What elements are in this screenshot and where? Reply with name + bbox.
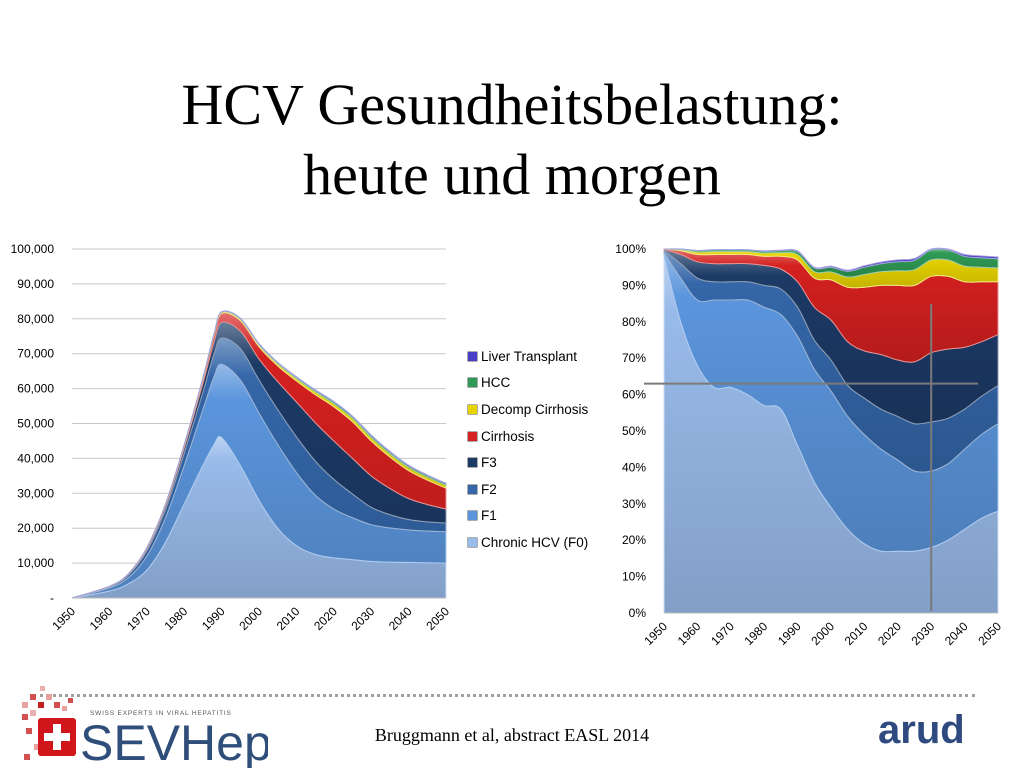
chart-legend: Liver Transplant HCC Decomp Cirrhosis Cirrh… xyxy=(468,343,608,556)
legend-label: Chronic HCV (F0) xyxy=(481,534,589,550)
legend-label: Cirrhosis xyxy=(481,428,535,444)
legend-label: Decomp Cirrhosis xyxy=(481,401,589,417)
absolute-stacked-area-chart: - 10,000 20,000 30,000 40,000 50,000 60,000 70,… xyxy=(11,242,453,633)
legend-swatch xyxy=(468,484,477,494)
left-y-tick-label: 100,000 xyxy=(11,242,55,256)
right-y-tick-label: 60% xyxy=(622,388,646,402)
left-x-tick-label: 1950 xyxy=(49,604,78,633)
right-y-tick-label: 70% xyxy=(622,351,646,365)
left-x-tick-label: 1970 xyxy=(124,604,153,633)
legend-swatch xyxy=(468,431,477,441)
arud-logo: arud xyxy=(878,708,965,752)
right-y-tick-label: 40% xyxy=(622,460,646,474)
right-y-tick-label: 50% xyxy=(622,424,646,438)
swiss-cross-icon xyxy=(38,718,76,756)
legend-item-hcc: HCC xyxy=(468,370,608,397)
left-area-liver-transplant xyxy=(71,310,447,599)
left-x-tick-label: 2030 xyxy=(349,604,378,633)
legend-swatch xyxy=(468,351,477,361)
footer-divider xyxy=(40,694,975,697)
left-x-tick-label: 1990 xyxy=(199,604,228,633)
right-x-tick-label: 1960 xyxy=(675,619,704,648)
right-x-tick-label: 2020 xyxy=(875,619,904,648)
left-y-tick-label: 40,000 xyxy=(17,451,54,465)
left-y-tick-label: 70,000 xyxy=(17,347,54,361)
right-x-tick-label: 2040 xyxy=(942,619,971,648)
legend-swatch xyxy=(468,537,477,547)
right-x-tick-label: 1980 xyxy=(742,619,771,648)
right-x-tick-label: 1950 xyxy=(641,619,670,648)
right-y-tick-label: 20% xyxy=(622,533,646,547)
percent-stacked-area-chart: 0% 10% 20% 30% 40% 50% 60% 70% 80% 90% 100% 1950 196… xyxy=(615,242,1004,648)
left-x-tick-label: 2020 xyxy=(311,604,340,633)
right-x-tick-label: 1970 xyxy=(708,619,737,648)
legend-label: HCC xyxy=(481,375,511,391)
sevhep-wordmark: SEVHep xyxy=(80,715,268,768)
left-y-tick-label: - xyxy=(50,591,54,605)
legend-item-liver-transplant: Liver Transplant xyxy=(468,343,608,370)
right-y-tick-label: 10% xyxy=(622,570,646,584)
left-y-tick-label: 60,000 xyxy=(17,382,54,396)
left-y-tick-label: 20,000 xyxy=(17,521,54,535)
legend-swatch xyxy=(468,458,477,468)
right-x-tick-label: 2010 xyxy=(842,619,871,648)
left-y-tick-label: 80,000 xyxy=(17,312,54,326)
left-x-tick-label: 2050 xyxy=(423,604,452,633)
legend-label: F3 xyxy=(481,455,497,471)
sevhep-tagline: SWISS EXPERTS IN VIRAL HEPATITIS xyxy=(90,710,232,717)
left-y-tick-label: 10,000 xyxy=(17,556,54,570)
left-x-tick-label: 2010 xyxy=(274,604,303,633)
slide-title: HCV Gesundheitsbelastung: heute und morg… xyxy=(0,70,1024,210)
left-y-tick-label: 50,000 xyxy=(17,417,54,431)
left-x-tick-label: 1980 xyxy=(162,604,191,633)
legend-item-f1: F1 xyxy=(468,503,608,530)
right-y-tick-label: 0% xyxy=(629,606,647,620)
right-y-tick-label: 30% xyxy=(622,497,646,511)
legend-item-f2: F2 xyxy=(468,476,608,503)
left-y-tick-label: 90,000 xyxy=(17,277,54,291)
slide-title-line-1: HCV Gesundheitsbelastung: xyxy=(181,72,843,137)
right-x-tick-label: 2000 xyxy=(808,619,837,648)
legend-label: F2 xyxy=(481,481,497,497)
right-y-tick-label: 80% xyxy=(622,315,646,329)
legend-label: F1 xyxy=(481,508,497,524)
left-y-tick-label: 30,000 xyxy=(17,486,54,500)
legend-swatch xyxy=(468,378,477,388)
left-x-tick-label: 1960 xyxy=(87,604,116,633)
left-x-tick-label: 2000 xyxy=(236,604,265,633)
right-x-tick-label: 2050 xyxy=(975,619,1004,648)
legend-item-chronic-hcv-f0: Chronic HCV (F0) xyxy=(468,529,608,556)
left-x-tick-label: 2040 xyxy=(386,604,415,633)
slide-title-line-2: heute und morgen xyxy=(303,142,721,207)
legend-item-f3: F3 xyxy=(468,449,608,476)
citation: Bruggmann et al, abstract EASL 2014 xyxy=(374,725,650,745)
legend-item-cirrhosis: Cirrhosis xyxy=(468,423,608,450)
legend-item-decomp-cirrhosis: Decomp Cirrhosis xyxy=(468,396,608,423)
right-y-tick-label: 100% xyxy=(615,242,646,256)
arud-wordmark: arud xyxy=(878,708,965,752)
sevhep-logo: SWISS EXPERTS IN VIRAL HEPATITIS SEVHep xyxy=(22,686,268,768)
legend-swatch xyxy=(468,404,477,414)
right-area-liver-transplant xyxy=(663,247,999,272)
legend-swatch xyxy=(468,511,477,521)
right-areas xyxy=(663,247,999,614)
right-x-tick-label: 2030 xyxy=(909,619,938,648)
legend-label: Liver Transplant xyxy=(481,348,578,364)
right-y-tick-label: 90% xyxy=(622,278,646,292)
right-x-tick-label: 1990 xyxy=(775,619,804,648)
red-dot-grid xyxy=(22,686,73,760)
